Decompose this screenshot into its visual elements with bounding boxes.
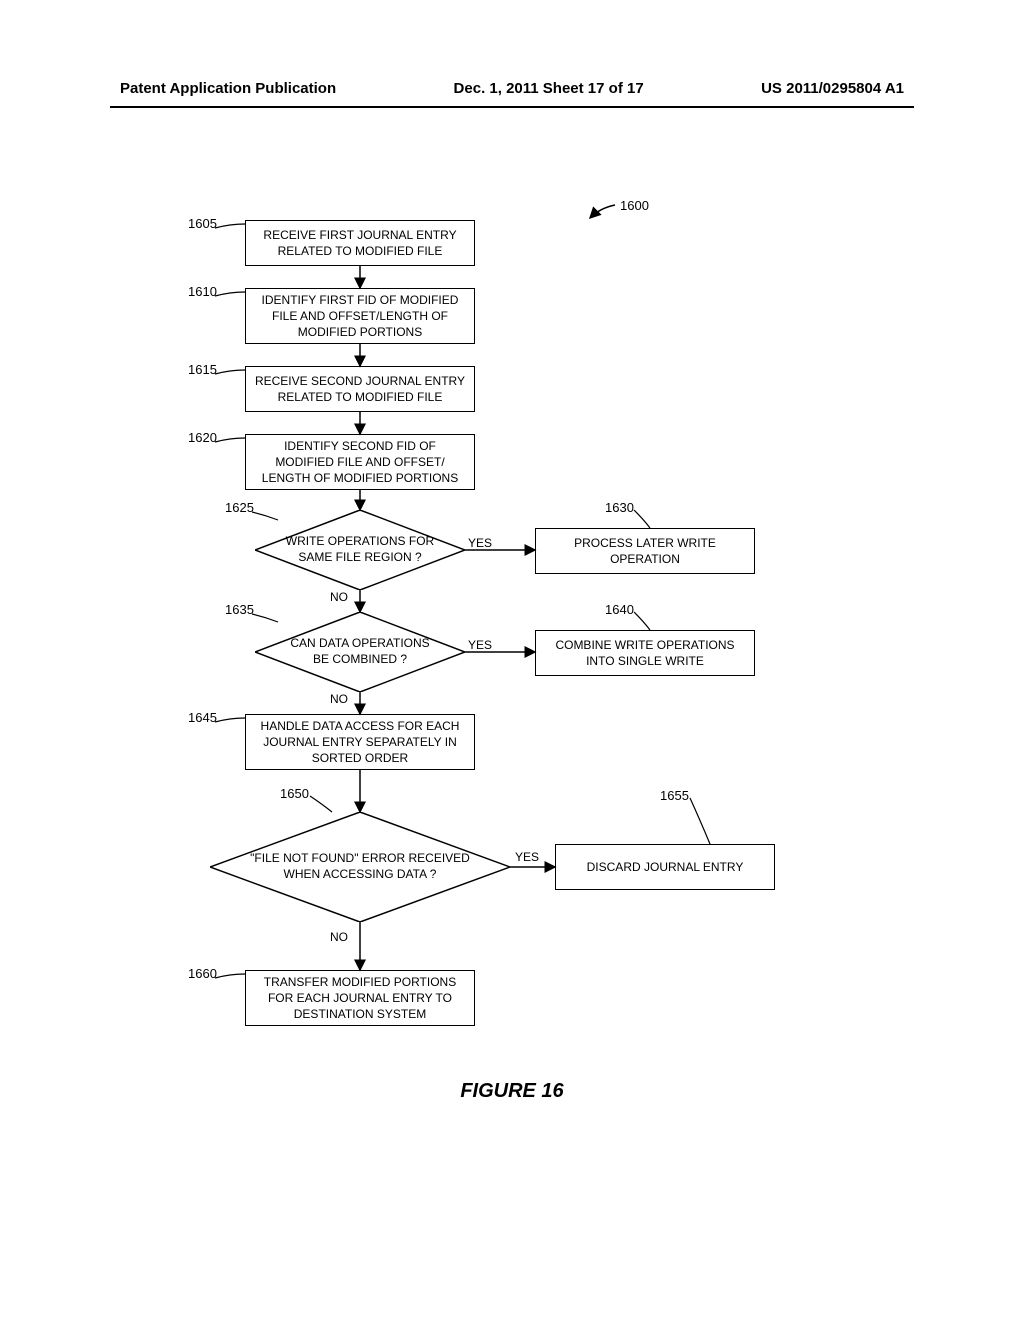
box-1630: PROCESS LATER WRITE OPERATION (535, 528, 755, 574)
diamond-1635: CAN DATA OPERATIONS BE COMBINED ? (255, 612, 465, 692)
box-1605: RECEIVE FIRST JOURNAL ENTRY RELATED TO M… (245, 220, 475, 266)
connectors-svg (0, 180, 1024, 1180)
ref-1615: 1615 (188, 362, 217, 377)
box-1640: COMBINE WRITE OPERATIONS INTO SINGLE WRI… (535, 630, 755, 676)
box-1645: HANDLE DATA ACCESS FOR EACH JOURNAL ENTR… (245, 714, 475, 770)
header-center: Dec. 1, 2011 Sheet 17 of 17 (454, 80, 644, 97)
diamond-1625: WRITE OPERATIONS FOR SAME FILE REGION ? (255, 510, 465, 590)
diamond-1650: "FILE NOT FOUND" ERROR RECEIVED WHEN ACC… (210, 812, 510, 922)
ref-1630: 1630 (605, 500, 634, 515)
label-yes-1650: YES (515, 850, 539, 864)
ref-1660: 1660 (188, 966, 217, 981)
box-1655: DISCARD JOURNAL ENTRY (555, 844, 775, 890)
figure-caption: FIGURE 16 (0, 1080, 1024, 1103)
ref-1645: 1645 (188, 710, 217, 725)
ref-1620: 1620 (188, 430, 217, 445)
box-1660: TRANSFER MODIFIED PORTIONS FOR EACH JOUR… (245, 970, 475, 1026)
header-right: US 2011/0295804 A1 (761, 80, 904, 97)
ref-1610: 1610 (188, 284, 217, 299)
ref-1655: 1655 (660, 788, 689, 803)
ref-1640: 1640 (605, 602, 634, 617)
header-left: Patent Application Publication (120, 80, 336, 97)
box-1615: RECEIVE SECOND JOURNAL ENTRY RELATED TO … (245, 366, 475, 412)
ref-1635: 1635 (225, 602, 254, 617)
flowchart-diagram: 1600 RECEIVE FIRST JOURNAL ENTRY RELATED… (0, 180, 1024, 1180)
ref-1605: 1605 (188, 216, 217, 231)
ref-1625: 1625 (225, 500, 254, 515)
header-divider (110, 106, 914, 108)
label-no-1650: NO (330, 930, 348, 944)
box-1620: IDENTIFY SECOND FID OF MODIFIED FILE AND… (245, 434, 475, 490)
ref-1650: 1650 (280, 786, 309, 801)
page-header: Patent Application Publication Dec. 1, 2… (0, 80, 1024, 97)
ref-1600: 1600 (620, 198, 649, 213)
label-yes-1625: YES (468, 536, 492, 550)
box-1610: IDENTIFY FIRST FID OF MODIFIED FILE AND … (245, 288, 475, 344)
label-no-1625: NO (330, 590, 348, 604)
label-no-1635: NO (330, 692, 348, 706)
label-yes-1635: YES (468, 638, 492, 652)
